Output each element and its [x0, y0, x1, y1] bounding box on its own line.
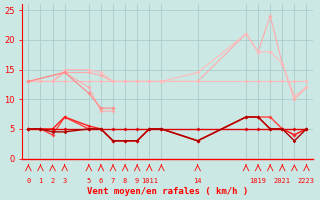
X-axis label: Vent moyen/en rafales ( km/h ): Vent moyen/en rafales ( km/h )	[87, 187, 248, 196]
